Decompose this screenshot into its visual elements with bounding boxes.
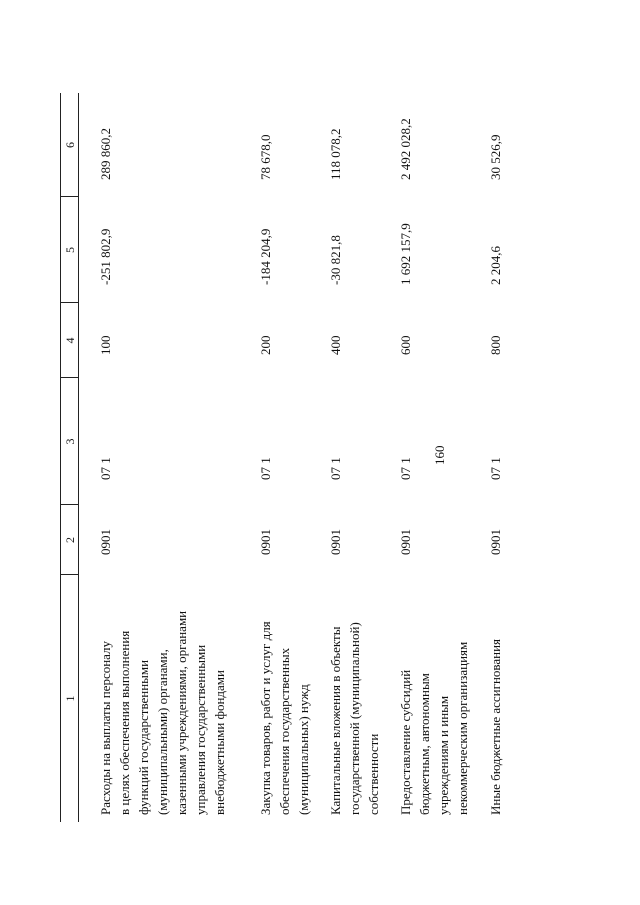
cell-c2: 0901 — [258, 529, 273, 555]
row-name-line: государственной (муниципальной) — [347, 622, 362, 815]
row-name-line: обеспечения государственных — [277, 647, 292, 815]
cell-c4: 100 — [98, 335, 113, 356]
cell-c5: -251 802,9 — [98, 228, 113, 285]
cell-c5: -184 204,9 — [258, 228, 273, 285]
cell-c6: 2 492 028,2 — [398, 118, 413, 180]
row-name-line: Иные бюджетные ассигнования — [488, 638, 503, 815]
column-number: 2 — [63, 537, 77, 543]
row-name-line: собственности — [366, 733, 381, 815]
cell-c5: -30 821,8 — [328, 235, 343, 285]
cell-c3: 07 1 — [258, 457, 273, 480]
row-name: Капитальные вложения в объекты государств… — [326, 622, 383, 815]
row-name-line: Предоставление субсидий — [398, 669, 413, 815]
row-name-line: учреждениям и иным — [436, 695, 451, 815]
cell-c4: 600 — [398, 335, 413, 356]
row-name-line: Закупка товаров, работ и услуг для — [258, 621, 273, 815]
column-number: 1 — [63, 695, 77, 702]
cell-c5: 1 692 157,9 — [398, 223, 413, 285]
cell-c2: 0901 — [398, 529, 413, 555]
cell-c3: 07 1 — [488, 457, 503, 480]
cell-c6: 78 678,0 — [258, 134, 273, 181]
row-name: Предоставление субсидий бюджетным, автоно… — [396, 642, 472, 815]
column-number: 4 — [63, 337, 77, 344]
cell-c3: 07 1 — [98, 457, 113, 480]
cell-c6: 118 078,2 — [328, 128, 343, 180]
cell-c4: 800 — [488, 335, 503, 356]
row-name-line: управления государственными — [193, 644, 208, 815]
row-name-line: Расходы на выплаты персоналу — [98, 640, 113, 815]
column-number: 6 — [63, 142, 77, 148]
cell-c6: 289 860,2 — [98, 128, 113, 180]
row-name: Расходы на выплаты персоналу в целях обес… — [96, 611, 229, 815]
row-name: Иные бюджетные ассигнования — [486, 639, 505, 815]
cell-c4: 400 — [328, 335, 343, 356]
cell-c3: 07 1 — [398, 457, 413, 480]
table-top-border — [60, 93, 61, 822]
header-bottom-border — [78, 93, 79, 822]
row-name-line: бюджетным, автономным — [417, 673, 432, 815]
row-name-line: Капитальные вложения в объекты — [328, 626, 343, 815]
column-number: 3 — [63, 438, 77, 445]
cell-c5: 2 204,6 — [488, 246, 503, 285]
cell-c4: 200 — [258, 335, 273, 356]
cell-c6: 30 526,9 — [488, 134, 503, 181]
cell-c2: 0901 — [328, 529, 343, 555]
row-name-line: казенными учреждениями, органами — [174, 610, 189, 815]
row-name-line: в целях обеспечения выполнения — [117, 630, 132, 815]
row-name-line: (муниципальными) органами, — [155, 649, 170, 815]
cell-c2: 0901 — [98, 529, 113, 555]
row-name-line: внебюджетными фондами — [212, 670, 227, 815]
cell-c3: 07 1 — [328, 457, 343, 480]
page-number: 160 — [432, 445, 447, 466]
cell-c2: 0901 — [488, 529, 503, 555]
row-name-line: (муниципальных) нужд — [296, 684, 311, 815]
row-name-line: некоммерческим организациям — [455, 641, 470, 815]
row-name-line: функций государственными — [136, 659, 151, 815]
row-name: Закупка товаров, работ и услуг для обеспе… — [256, 621, 313, 815]
column-number: 5 — [63, 247, 77, 253]
